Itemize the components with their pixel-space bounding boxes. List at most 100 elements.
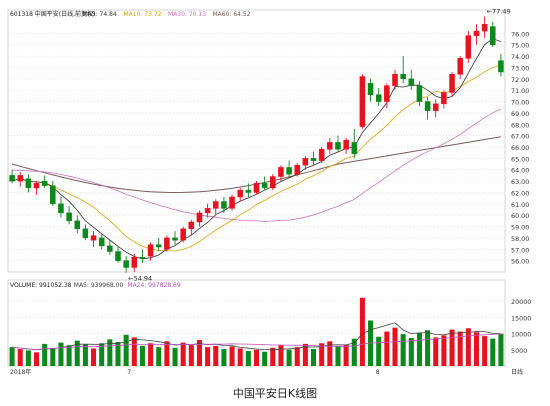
candle-body xyxy=(58,203,64,214)
volume-bar xyxy=(17,349,23,366)
price-tick-label: 67.00 xyxy=(511,133,529,141)
candle-body xyxy=(481,24,488,32)
price-annotation: ←77.49 xyxy=(487,7,511,15)
price-tick-label: 59.00 xyxy=(511,224,529,232)
candle-body xyxy=(74,220,81,230)
candle-body xyxy=(416,85,423,102)
price-tick-label: 76.00 xyxy=(511,30,529,38)
price-header-code: 601318 中国平安(日线,前复权) xyxy=(10,10,95,18)
volume-bar xyxy=(172,347,178,366)
volume-bar xyxy=(416,332,422,366)
candle-body xyxy=(432,103,439,111)
price-tick-label: 75.00 xyxy=(511,42,529,50)
volume-bar xyxy=(302,343,308,366)
ma10-line xyxy=(11,64,502,252)
candle-body xyxy=(351,142,358,155)
candle-body xyxy=(245,189,252,193)
candle-body xyxy=(294,164,301,175)
candle-body xyxy=(196,212,203,223)
volume-bar xyxy=(400,334,406,366)
candle-body xyxy=(212,201,219,209)
volume-bar xyxy=(9,347,15,366)
candle-body xyxy=(9,175,15,182)
candle-body xyxy=(318,149,325,161)
volume-bar xyxy=(82,344,88,366)
volume-bar xyxy=(384,331,390,366)
volume-bar xyxy=(482,336,488,366)
candle-body xyxy=(490,26,496,45)
candle-body xyxy=(270,176,276,189)
candle-body xyxy=(449,74,455,93)
x-axis-label: 8 xyxy=(376,369,380,376)
candle-body xyxy=(473,30,480,36)
volume-header-ma5: MA5: 939968.00 xyxy=(74,282,124,289)
volume-bar xyxy=(33,352,40,366)
volume-bar xyxy=(392,327,398,366)
price-tick-label: 64.00 xyxy=(511,167,529,175)
volume-bar xyxy=(107,339,113,366)
price-tick-label: 58.00 xyxy=(511,235,529,243)
volume-bar xyxy=(335,346,341,366)
candle-body xyxy=(164,237,170,250)
price-tick-label: 69.00 xyxy=(511,110,529,118)
candle-body xyxy=(66,212,72,222)
volume-tick-label: 5000 xyxy=(511,347,527,355)
price-tick-label: 56.00 xyxy=(511,258,529,266)
volume-bar xyxy=(465,328,471,366)
volume-bar xyxy=(449,329,455,366)
volume-bar xyxy=(188,345,194,366)
candle-body xyxy=(82,228,89,239)
candle-body xyxy=(302,158,309,166)
price-tick-label: 61.00 xyxy=(511,201,529,209)
x-axis-label: 2018年 xyxy=(10,368,31,376)
volume-bar xyxy=(262,351,268,366)
price-tick-label: 57.00 xyxy=(511,246,529,254)
price-tick-label: 74.00 xyxy=(511,53,529,61)
price-tick-label: 60.00 xyxy=(511,212,529,220)
volume-bar xyxy=(425,330,431,366)
ma30-line xyxy=(12,108,502,222)
volume-bar xyxy=(115,341,121,366)
candle-body xyxy=(33,183,40,189)
volume-bar xyxy=(376,336,382,366)
candle-body xyxy=(25,178,32,189)
volume-bar xyxy=(441,335,447,366)
volume-bar xyxy=(131,337,137,366)
volume-ma24-line xyxy=(12,333,501,351)
candle-body xyxy=(457,58,463,75)
candle-body xyxy=(98,237,105,247)
candle-body xyxy=(50,185,56,205)
volume-bar xyxy=(433,337,439,366)
candle-body xyxy=(188,221,195,230)
volume-bar xyxy=(490,338,496,366)
price-header-ma10: MA10: 73.72 xyxy=(124,11,162,18)
volume-bar xyxy=(180,342,186,366)
candle-body xyxy=(221,201,227,209)
volume-bar xyxy=(498,333,504,366)
candle-body xyxy=(172,237,178,241)
price-panel-frame xyxy=(7,9,506,273)
candle-body xyxy=(90,235,97,241)
x-axis-label: 7 xyxy=(127,369,131,376)
volume-tick-label: 10000 xyxy=(511,331,531,339)
volume-bar xyxy=(319,343,325,366)
price-tick-label: 68.00 xyxy=(511,121,529,129)
candle-body xyxy=(424,101,431,111)
candle-body xyxy=(400,74,406,80)
candle-body xyxy=(367,83,374,95)
candle-body xyxy=(335,142,341,150)
volume-tick-label: 15000 xyxy=(511,314,531,322)
candle-body xyxy=(17,175,23,182)
volume-bar xyxy=(58,342,64,366)
candle-body xyxy=(155,244,162,248)
volume-bar xyxy=(139,345,145,366)
volume-bar xyxy=(278,345,284,366)
price-tick-label: 62.00 xyxy=(511,189,529,197)
candle-body xyxy=(465,35,472,59)
volume-bar xyxy=(196,340,202,366)
candle-body xyxy=(123,260,129,268)
volume-header-ma24: MA24: 997828.69 xyxy=(127,282,180,289)
candle-body xyxy=(343,139,349,150)
